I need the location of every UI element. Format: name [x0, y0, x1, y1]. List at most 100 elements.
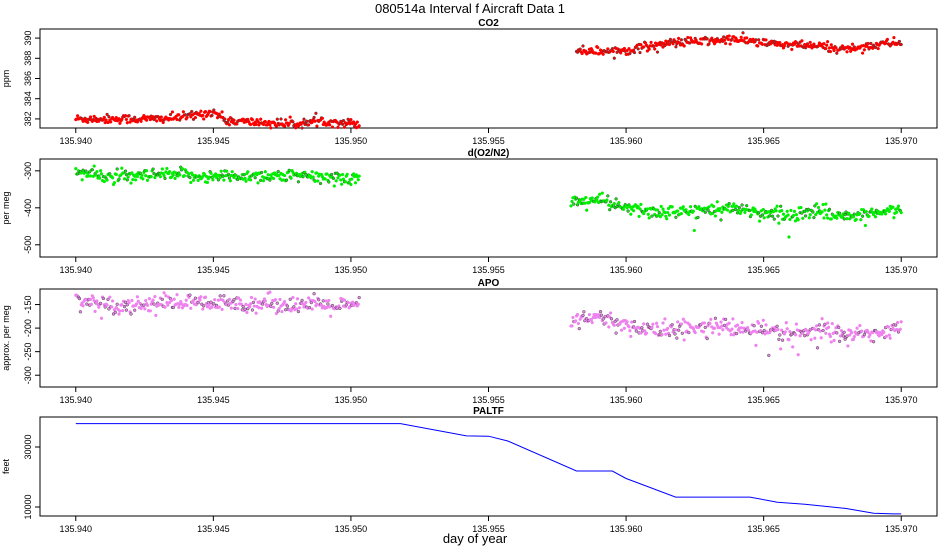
data-point — [300, 126, 304, 130]
data-point — [167, 300, 172, 305]
data-point — [330, 303, 335, 308]
data-point — [674, 328, 678, 332]
data-point — [115, 167, 119, 171]
data-point — [193, 296, 198, 300]
data-point — [98, 169, 103, 173]
data-point — [139, 119, 143, 123]
data-point — [144, 169, 149, 173]
data-point — [270, 301, 274, 306]
data-point — [707, 42, 711, 46]
data-point — [728, 42, 732, 46]
data-point — [246, 170, 250, 174]
data-point — [202, 117, 206, 121]
data-point — [727, 201, 731, 206]
data-point — [244, 302, 248, 307]
data-point — [93, 309, 97, 314]
panel-title: d(O2/N2) — [468, 148, 510, 159]
data-point — [105, 112, 109, 117]
data-point — [859, 218, 863, 222]
data-point — [892, 35, 896, 40]
data-point — [246, 307, 250, 311]
y-tick-label: -250 — [23, 343, 33, 361]
data-point — [189, 180, 193, 185]
data-point — [722, 38, 727, 42]
data-point — [144, 298, 148, 303]
data-point — [734, 331, 739, 336]
data-point — [125, 121, 129, 125]
data-point — [871, 330, 875, 335]
data-point — [187, 172, 191, 176]
data-point — [784, 321, 788, 325]
data-point — [686, 35, 690, 40]
data-point — [791, 345, 795, 349]
data-point — [732, 202, 736, 206]
data-point — [761, 207, 765, 212]
data-point — [287, 168, 291, 172]
data-point — [121, 308, 125, 313]
data-point — [663, 317, 667, 321]
figure-title: 080514a Interval f Aircraft Data 1 — [375, 1, 565, 16]
data-point — [629, 212, 633, 216]
data-point — [719, 218, 723, 222]
data-point — [340, 182, 344, 186]
data-point — [94, 173, 98, 177]
data-point — [136, 299, 140, 303]
data-point — [243, 307, 247, 311]
data-point — [701, 330, 706, 334]
data-point — [173, 176, 177, 181]
x-tick-label: 135.950 — [335, 524, 368, 534]
data-point — [74, 166, 78, 171]
data-point — [785, 209, 789, 213]
data-point — [703, 325, 707, 330]
data-point — [75, 114, 80, 118]
data-point — [239, 302, 244, 306]
data-point — [271, 176, 276, 181]
data-point — [251, 300, 256, 305]
panel-1: CO2 135.940 135.945 135.950 135.955 135.960 13… — [1, 18, 938, 146]
data-point — [581, 313, 585, 318]
data-point — [326, 302, 330, 306]
data-point — [125, 178, 129, 182]
data-point — [227, 176, 232, 180]
data-point — [740, 320, 744, 325]
data-point — [304, 300, 308, 305]
data-point — [191, 178, 196, 182]
y-tick-label: -300 — [23, 162, 33, 180]
data-point — [860, 51, 865, 55]
data-point — [106, 297, 110, 302]
data-point — [216, 298, 221, 302]
data-point — [102, 179, 106, 184]
data-point — [842, 217, 846, 221]
data-point — [807, 216, 811, 220]
data-point — [205, 180, 210, 185]
data-point — [809, 338, 813, 342]
data-point — [731, 317, 735, 321]
data-point — [731, 208, 735, 212]
x-tick-label: 135.950 — [335, 136, 368, 146]
data-point — [263, 119, 267, 124]
data-point — [292, 305, 296, 309]
data-point — [126, 175, 130, 179]
data-point — [667, 213, 672, 217]
data-point — [291, 170, 295, 174]
data-point — [628, 329, 632, 333]
scatter-segment — [569, 309, 903, 358]
data-point — [826, 321, 830, 325]
data-point — [707, 205, 711, 209]
data-point — [855, 326, 859, 330]
data-point — [759, 324, 764, 328]
data-point — [771, 210, 776, 214]
data-point — [147, 297, 152, 301]
data-point — [873, 215, 878, 219]
x-tick-label: 135.965 — [747, 265, 780, 275]
data-point — [611, 49, 615, 54]
data-point — [655, 50, 660, 54]
data-point — [80, 301, 84, 305]
data-point — [277, 173, 281, 178]
data-point — [350, 177, 354, 181]
data-point — [764, 38, 768, 42]
data-point — [587, 312, 592, 317]
data-point — [650, 214, 654, 218]
data-point — [583, 201, 587, 205]
x-tick-label: 135.965 — [747, 395, 780, 405]
